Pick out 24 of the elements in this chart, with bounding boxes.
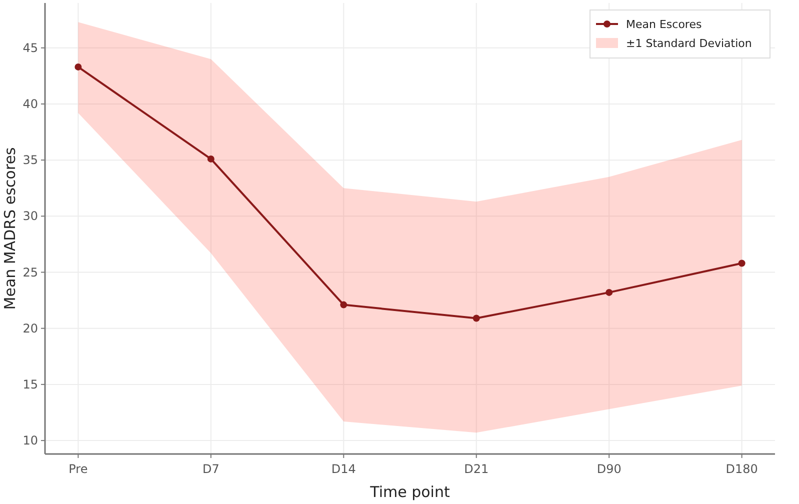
x-tick-label: D180: [726, 462, 758, 476]
y-tick-label: 40: [22, 96, 38, 111]
y-tick-label: 35: [22, 153, 38, 168]
point: [472, 314, 480, 322]
y-tick-label: 45: [22, 40, 38, 55]
y-tick-label: 20: [22, 321, 38, 336]
y-tick-label: 25: [22, 265, 38, 280]
x-tick-label: D7: [202, 462, 220, 476]
x-tick-label: D21: [464, 462, 489, 476]
point: [207, 155, 214, 162]
y-tick-label: 10: [22, 434, 38, 448]
x-tick-label: D14: [331, 462, 356, 476]
x-tick-label: Pre: [68, 462, 88, 476]
y-tick-label: 15: [22, 377, 38, 392]
y-tick-label: 30: [22, 209, 38, 224]
x-tick-label: D90: [596, 462, 622, 476]
point: [74, 63, 82, 70]
x-axis-title: Time point: [369, 483, 450, 501]
legend-label: Mean Escores: [626, 18, 702, 31]
annotation: ±1 Standard Deviation: [626, 37, 752, 50]
y-axis-title: Mean MADRS escores: [1, 147, 19, 310]
point: [738, 260, 746, 267]
point: [340, 301, 348, 308]
point: [606, 288, 613, 296]
